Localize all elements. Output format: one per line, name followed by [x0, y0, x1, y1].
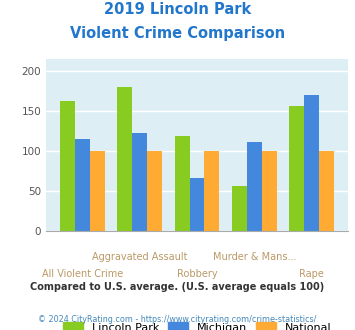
Text: Aggravated Assault: Aggravated Assault — [92, 251, 187, 262]
Text: 2019 Lincoln Park: 2019 Lincoln Park — [104, 2, 251, 16]
Text: Violent Crime Comparison: Violent Crime Comparison — [70, 26, 285, 41]
Bar — [319, 151, 334, 231]
Bar — [190, 178, 204, 231]
Bar — [247, 142, 262, 231]
Bar — [90, 151, 105, 231]
Bar — [175, 136, 190, 231]
Bar — [304, 95, 319, 231]
Text: Compared to U.S. average. (U.S. average equals 100): Compared to U.S. average. (U.S. average … — [31, 282, 324, 292]
Bar — [147, 151, 162, 231]
Bar — [132, 133, 147, 231]
Text: Murder & Mans...: Murder & Mans... — [213, 251, 296, 262]
Text: All Violent Crime: All Violent Crime — [42, 269, 123, 279]
Text: Rape: Rape — [299, 269, 324, 279]
Bar — [60, 101, 75, 231]
Bar — [232, 185, 247, 231]
Bar — [75, 139, 90, 231]
Bar — [262, 151, 277, 231]
Bar — [289, 107, 304, 231]
Text: © 2024 CityRating.com - https://www.cityrating.com/crime-statistics/: © 2024 CityRating.com - https://www.city… — [38, 315, 317, 324]
Legend: Lincoln Park, Michigan, National: Lincoln Park, Michigan, National — [63, 322, 331, 330]
Text: Robbery: Robbery — [177, 269, 217, 279]
Bar — [204, 151, 219, 231]
Bar — [117, 86, 132, 231]
